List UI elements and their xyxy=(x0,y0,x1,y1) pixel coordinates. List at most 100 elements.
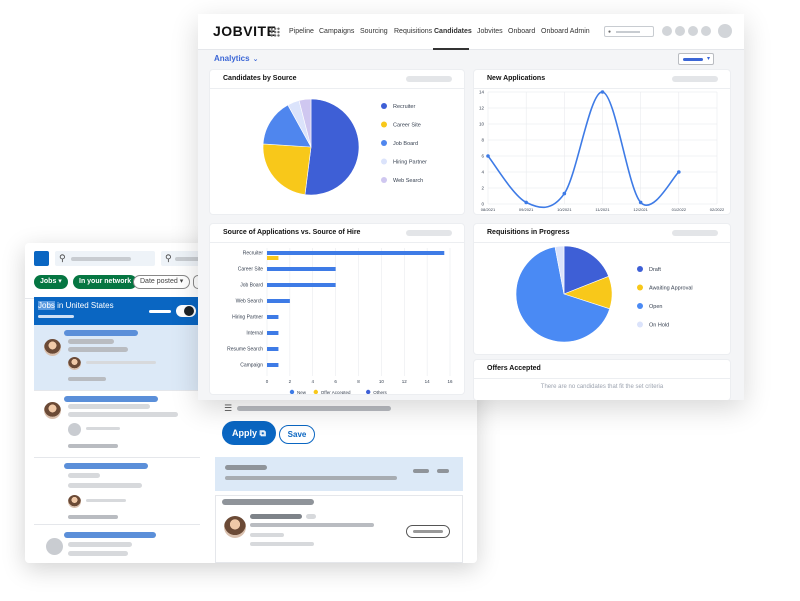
bar-new xyxy=(267,315,279,319)
job-insight-bar xyxy=(237,406,391,411)
app-grid-icon[interactable] xyxy=(270,27,280,37)
legend-label: Awaiting Approval xyxy=(649,286,693,292)
requisitions-in-progress-card: Requisitions in Progress Draft Awaiting A… xyxy=(474,224,730,354)
filter-date-posted[interactable]: Date posted ▾ xyxy=(133,275,191,289)
legend-label: Others xyxy=(373,390,387,394)
connection-text-bar xyxy=(86,361,156,364)
legend-swatch xyxy=(381,103,387,109)
search-icon: ● xyxy=(608,29,612,35)
y-category-label: Resume Search xyxy=(227,347,263,353)
nav-sourcing[interactable]: Sourcing xyxy=(360,28,388,35)
nav-campaigns[interactable]: Campaigns xyxy=(319,28,355,35)
job-list-item[interactable] xyxy=(34,459,200,525)
nav-candidates[interactable]: Candidates xyxy=(434,28,472,35)
nav-jobvites[interactable]: Jobvites xyxy=(477,28,503,35)
x-tick-label: 8 xyxy=(357,379,360,384)
y-tick-label: 12 xyxy=(479,106,485,111)
nav-requisitions[interactable]: Requisitions xyxy=(394,28,433,35)
nav-onboard-admin[interactable]: Onboard Admin xyxy=(541,28,590,35)
bar-offer-accepted xyxy=(267,256,279,260)
jobvite-logo[interactable]: JOBVITE xyxy=(213,23,277,39)
x-tick-label: 02/2022 xyxy=(710,207,725,212)
location-bar xyxy=(68,347,128,352)
legend-swatch xyxy=(381,121,387,128)
filter-in-your-network[interactable]: In your network xyxy=(73,275,138,289)
bar-new xyxy=(267,363,279,367)
apply-button[interactable]: Apply ⧉ xyxy=(222,421,276,445)
connection-text-bar xyxy=(86,427,120,430)
bar-new xyxy=(267,331,279,335)
message-label-bar xyxy=(413,530,443,533)
results-count-bar xyxy=(38,315,74,318)
job-title-bar xyxy=(64,330,138,336)
hiring-team-title-bar xyxy=(222,499,314,505)
x-tick-label: 09/2021 xyxy=(519,207,534,212)
card-filter-pill[interactable] xyxy=(406,230,452,236)
settings-icon[interactable] xyxy=(701,26,711,36)
global-search-input[interactable]: ● xyxy=(604,26,654,37)
keyword-search-input[interactable]: ⚲ xyxy=(55,251,155,266)
x-tick-label: 16 xyxy=(447,379,453,384)
x-tick-label: 6 xyxy=(334,379,337,384)
job-list-item[interactable] xyxy=(34,526,200,563)
legend-swatch xyxy=(289,389,295,394)
card-filter-pill[interactable] xyxy=(406,76,452,82)
chevron-down-icon: ▾ xyxy=(707,56,711,62)
bar-new xyxy=(267,283,336,287)
date-range-select[interactable]: ▾ xyxy=(678,53,714,65)
card-filter-pill[interactable] xyxy=(672,230,718,236)
analytics-dropdown[interactable]: Analytics ⌄ xyxy=(214,54,258,63)
legend-label: Recruiter xyxy=(393,104,415,110)
user-avatar[interactable] xyxy=(718,24,732,38)
linkedin-logo[interactable] xyxy=(34,251,49,266)
location-bar xyxy=(68,483,142,488)
legend-label: Draft xyxy=(649,267,661,273)
results-title: Jobs in United States xyxy=(38,301,114,310)
job-list-item[interactable] xyxy=(34,392,200,458)
top-navigation: JOBVITE Pipeline Campaigns Sourcing Requ… xyxy=(198,14,744,50)
legend-swatch xyxy=(637,303,643,309)
y-category-label: Campaign xyxy=(240,363,263,369)
search-placeholder-bar xyxy=(71,257,131,261)
nav-pipeline[interactable]: Pipeline xyxy=(289,28,314,35)
job-detail-pane: ☰ Apply ⧉ Save xyxy=(211,393,477,563)
notifications-icon[interactable] xyxy=(675,26,685,36)
company-avatar xyxy=(46,538,63,555)
connection-text-bar xyxy=(86,499,126,502)
bar-new xyxy=(267,299,290,303)
promoted-action-bar xyxy=(437,469,449,473)
requisitions-chart: Draft Awaiting Approval Open On Hold xyxy=(515,245,693,343)
location-bar xyxy=(68,551,128,556)
recruiter-title-bar xyxy=(250,523,374,527)
promoted-action-bar xyxy=(413,469,429,473)
y-category-label: Career Site xyxy=(238,267,264,273)
save-button[interactable]: Save xyxy=(279,425,315,444)
messages-icon[interactable] xyxy=(688,26,698,36)
help-icon[interactable] xyxy=(662,26,672,36)
legend-label: On Hold xyxy=(649,323,669,329)
posted-time-bar xyxy=(68,377,106,381)
legend-label: New xyxy=(297,390,307,394)
message-button[interactable] xyxy=(406,525,450,538)
candidates-by-source-card: Candidates by Source Recruiter Career Sit… xyxy=(210,70,464,214)
job-alert-toggle[interactable] xyxy=(149,305,196,317)
card-filter-pill[interactable] xyxy=(672,76,718,82)
active-nav-indicator xyxy=(433,48,469,50)
filter-network-label: In your network xyxy=(79,278,132,285)
data-point xyxy=(677,170,681,174)
card-title: Source of Applications vs. Source of Hir… xyxy=(223,229,361,236)
filter-jobs[interactable]: Jobs ▾ xyxy=(34,275,68,289)
pie-slice-recruiter xyxy=(304,98,360,196)
legend-label: Hiring Partner xyxy=(393,160,427,166)
legend-swatch xyxy=(381,158,387,165)
candidates-by-source-chart: Recruiter Career Site Job Board Hiring Part… xyxy=(262,98,427,196)
job-results-list: Jobs in United States xyxy=(34,297,200,563)
nav-onboard[interactable]: Onboard xyxy=(508,28,536,35)
card-title: Offers Accepted xyxy=(487,365,541,372)
date-range-value-bar xyxy=(683,58,703,61)
pie-slice-web-search xyxy=(298,98,312,148)
y-category-label: Internal xyxy=(246,331,263,337)
job-list-item[interactable] xyxy=(34,325,200,391)
promoted-title-bar xyxy=(225,465,267,470)
pie-slice-draft xyxy=(563,245,610,295)
